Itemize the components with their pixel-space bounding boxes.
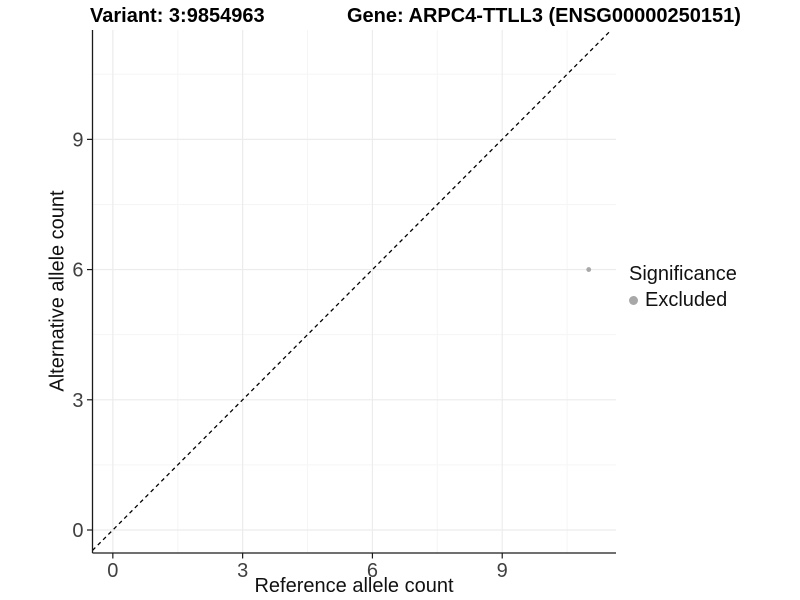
- y-tick-label: 3: [72, 390, 83, 412]
- variant-title: Variant: 3:9854963: [90, 5, 265, 27]
- x-axis-title: Reference allele count: [254, 575, 454, 597]
- x-tick-label: 9: [497, 560, 508, 582]
- legend: Significance Excluded: [629, 263, 737, 312]
- x-tick-label: 6: [367, 560, 378, 582]
- y-tick-label: 9: [72, 129, 83, 151]
- legend-key-dot-icon: [629, 296, 638, 305]
- y-axis-title: Alternative allele count: [46, 190, 69, 392]
- y-tick-label: 0: [72, 520, 83, 542]
- identity-line: [92, 29, 612, 551]
- legend-item-label: Excluded: [645, 289, 728, 311]
- gene-title: Gene: ARPC4-TTLL3 (ENSG00000250151): [347, 5, 741, 27]
- legend-item-excluded: Excluded: [629, 289, 737, 312]
- legend-title: Significance: [629, 263, 737, 285]
- data-point: [586, 267, 592, 272]
- x-tick-label: 3: [237, 560, 248, 582]
- x-tick-label: 0: [107, 560, 118, 582]
- y-tick-label: 6: [72, 260, 83, 282]
